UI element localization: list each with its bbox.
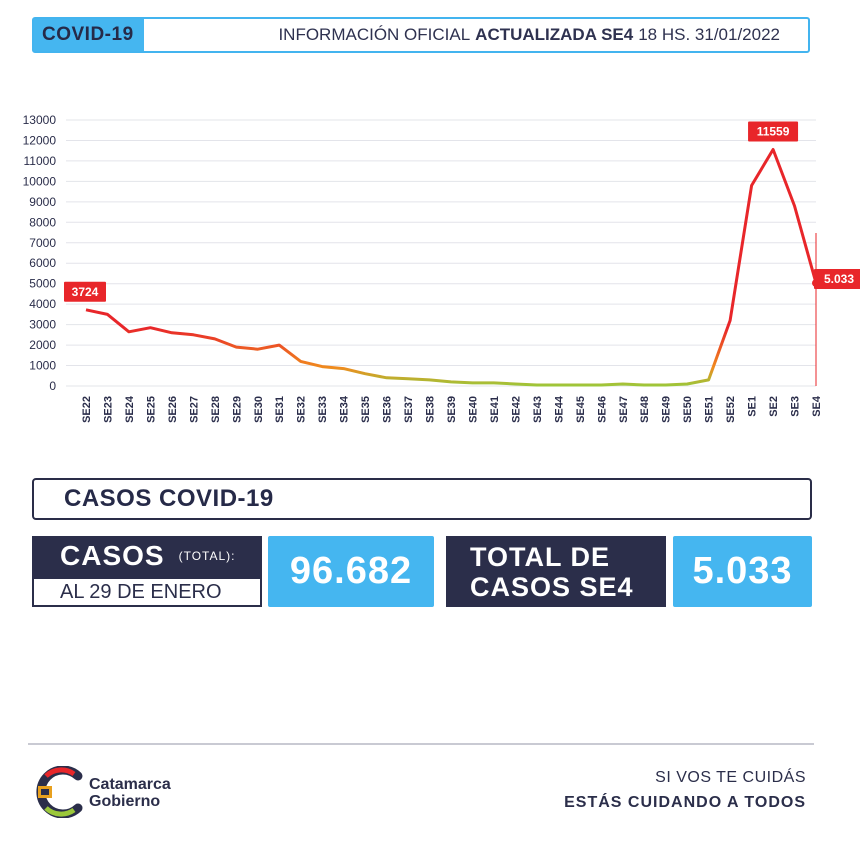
x-tick-label: SE31 bbox=[274, 396, 286, 423]
header-tag: COVID-19 bbox=[34, 19, 144, 51]
y-tick-label: 12000 bbox=[23, 133, 57, 147]
data-label: 11559 bbox=[757, 124, 790, 138]
data-label: 3724 bbox=[72, 285, 99, 299]
x-tick-label: SE4 bbox=[811, 395, 823, 417]
x-tick-label: SE39 bbox=[446, 396, 458, 423]
annotation-layer: 3724 11559 5.033 bbox=[64, 121, 860, 302]
x-tick-label: SE27 bbox=[188, 396, 200, 423]
week-cases-value: 5.033 bbox=[673, 536, 812, 607]
header-info-prefix: INFORMACIÓN OFICIAL bbox=[278, 25, 471, 44]
x-axis: SE22 SE23 SE24 SE25 SE26 SE27 SE28 SE29 SE30 SE31… bbox=[81, 395, 823, 423]
x-tick-label: SE29 bbox=[231, 396, 243, 423]
y-tick-label: 10000 bbox=[23, 174, 57, 188]
y-tick-label: 11000 bbox=[24, 154, 57, 168]
x-tick-label: SE26 bbox=[167, 396, 179, 423]
footer-divider bbox=[28, 743, 814, 745]
data-label: 5.033 bbox=[824, 272, 854, 286]
series-line bbox=[85, 148, 818, 387]
y-tick-label: 5000 bbox=[29, 277, 56, 291]
y-tick-label: 9000 bbox=[29, 195, 56, 209]
x-tick-label: SE3 bbox=[790, 396, 802, 417]
x-tick-label: SE28 bbox=[210, 396, 222, 423]
x-tick-label: SE25 bbox=[145, 396, 157, 423]
y-tick-label: 1000 bbox=[29, 359, 56, 373]
x-tick-label: SE34 bbox=[339, 395, 351, 423]
casos-section-title: CASOS COVID-19 bbox=[32, 478, 812, 520]
x-tick-label: SE40 bbox=[467, 396, 479, 423]
x-tick-label: SE32 bbox=[296, 396, 308, 423]
cases-line-chart: 0 1000 2000 3000 4000 5000 6000 7000 8000 9000 100… bbox=[23, 113, 860, 423]
x-tick-label: SE42 bbox=[510, 396, 522, 423]
grid-layer bbox=[66, 119, 816, 387]
x-tick-label: SE22 bbox=[81, 396, 93, 423]
logo-line2: Gobierno bbox=[89, 793, 161, 810]
x-tick-label: SE50 bbox=[682, 396, 694, 423]
total-cases-label-card: CASOS (TOTAL): AL 29 DE ENERO bbox=[32, 536, 262, 607]
logo-line1: Catamarca bbox=[89, 776, 171, 793]
data-label-box bbox=[814, 269, 860, 290]
x-tick-label: SE47 bbox=[618, 396, 630, 423]
week-cases-label-line1: TOTAL DE bbox=[470, 541, 611, 572]
total-cases-date: AL 29 DE ENERO bbox=[32, 577, 262, 607]
x-tick-label: SE49 bbox=[661, 396, 673, 423]
y-tick-label: 7000 bbox=[29, 236, 56, 250]
y-tick-label: 8000 bbox=[29, 215, 56, 229]
x-tick-label: SE30 bbox=[253, 396, 265, 423]
x-tick-label: SE43 bbox=[532, 396, 544, 423]
x-tick-label: SE51 bbox=[704, 396, 716, 423]
x-tick-label: SE45 bbox=[575, 396, 587, 423]
x-tick-label: SE1 bbox=[747, 396, 759, 417]
slogan-line2: ESTÁS CUIDANDO A TODOS bbox=[564, 794, 806, 811]
header-info-bold: ACTUALIZADA SE4 bbox=[475, 25, 634, 44]
header-info-suffix: 18 HS. 31/01/2022 bbox=[638, 25, 780, 44]
week-cases-label-line2: CASOS SE4 bbox=[470, 571, 634, 602]
week-cases-label-card: TOTAL DE CASOS SE4 bbox=[446, 536, 666, 607]
x-tick-label: SE36 bbox=[382, 396, 394, 423]
x-tick-label: SE41 bbox=[489, 396, 501, 423]
x-tick-label: SE2 bbox=[768, 396, 780, 417]
header-bar: COVID-19 INFORMACIÓN OFICIAL ACTUALIZADA… bbox=[32, 17, 810, 53]
x-tick-label: SE52 bbox=[725, 396, 737, 423]
x-tick-label: SE23 bbox=[102, 396, 114, 423]
x-tick-label: SE38 bbox=[425, 396, 437, 423]
series-line-layer bbox=[85, 148, 820, 387]
y-tick-label: 3000 bbox=[29, 318, 56, 332]
x-tick-label: SE33 bbox=[317, 396, 329, 423]
x-tick-label: SE46 bbox=[596, 396, 608, 423]
x-tick-label: SE48 bbox=[639, 396, 651, 423]
x-tick-label: SE37 bbox=[403, 396, 415, 423]
header-info: INFORMACIÓN OFICIAL ACTUALIZADA SE4 18 H… bbox=[278, 19, 780, 51]
x-tick-label: SE35 bbox=[360, 396, 372, 423]
y-axis: 0 1000 2000 3000 4000 5000 6000 7000 8000 9000 100… bbox=[23, 113, 57, 393]
data-label-box bbox=[64, 281, 106, 302]
logo-text: Catamarca Gobierno bbox=[89, 776, 171, 810]
total-cases-label: CASOS bbox=[60, 540, 165, 571]
data-label-box bbox=[748, 121, 799, 142]
y-tick-label: 13000 bbox=[23, 113, 57, 127]
slogan-line1: SI VOS TE CUIDÁS bbox=[655, 769, 806, 786]
total-cases-small-label: (TOTAL): bbox=[178, 549, 236, 563]
x-tick-label: SE24 bbox=[124, 395, 136, 423]
y-tick-label: 2000 bbox=[29, 338, 56, 352]
total-cases-value: 96.682 bbox=[268, 536, 434, 607]
catamarca-logo-icon bbox=[36, 766, 83, 818]
y-tick-label: 4000 bbox=[29, 297, 56, 311]
y-tick-label: 6000 bbox=[29, 256, 56, 270]
x-tick-label: SE44 bbox=[553, 395, 565, 423]
y-tick-label: 0 bbox=[49, 379, 56, 393]
